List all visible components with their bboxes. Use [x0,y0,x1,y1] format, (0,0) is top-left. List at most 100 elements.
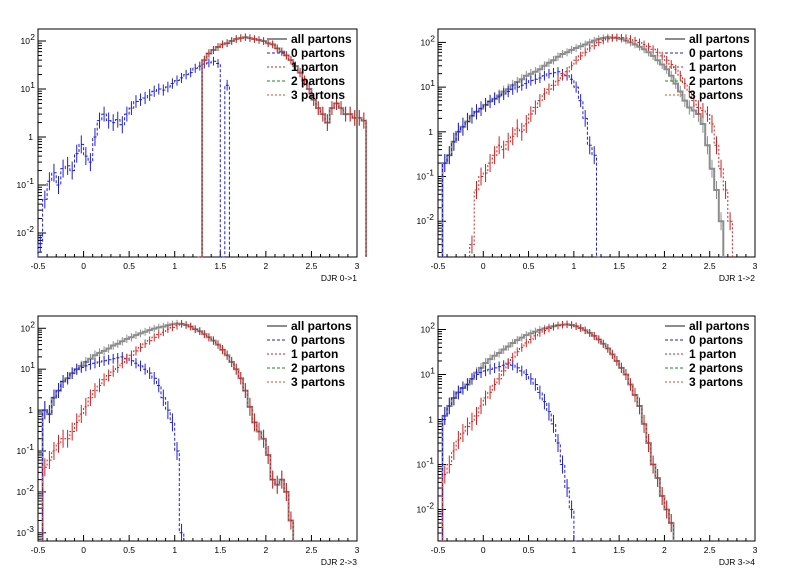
x-tick-label: 3 [355,545,360,555]
series-line-p0 [442,363,579,542]
legend-entry-p2: 2 partons [291,361,345,375]
x-tick-label: 0 [481,261,486,271]
legend-entry-p1: 1 parton [689,60,736,74]
plot-frame [437,315,756,542]
x-tick-label: 0.5 [523,545,535,555]
y-tick-exponent: -2 [26,483,34,493]
series-line-p0 [37,60,230,258]
series-line-p0 [42,356,185,541]
y-tick-label: 10 [17,487,27,497]
x-tick-label: 1 [571,261,576,271]
plot-frame [37,315,358,542]
legend-entry-p0: 0 partons [291,333,345,347]
legend-entry-p2: 2 partons [689,74,743,88]
legend-entry-p3: 3 partons [689,375,743,389]
x-tick-label: -0.5 [31,261,46,271]
x-tick-label: 3 [355,261,360,271]
series-line-p1 [197,36,367,258]
y-tick-exponent: 1 [30,360,35,370]
y-tick-exponent: -1 [426,168,434,178]
y-tick-exponent: -2 [426,212,434,222]
x-tick-label: 2.5 [306,545,318,555]
y-tick-label: 10 [417,216,427,226]
legend-entry-all: all partons [291,32,352,46]
y-tick-exponent: 2 [430,33,435,43]
x-tick-label: -0.5 [31,545,46,555]
legend-entry-p3: 3 partons [689,88,743,102]
x-tick-label: -0.5 [431,545,446,555]
legend-entry-p0: 0 partons [689,333,743,347]
plot-frame [437,28,756,258]
legend-entry-all: all partons [689,32,750,46]
x-tick-label: 2 [662,261,667,271]
x-tick-label: 2 [263,261,268,271]
x-tick-label: 1 [172,261,177,271]
y-tick-exponent: -2 [26,224,34,234]
series-line-all [201,36,368,257]
y-tick-label: 10 [21,36,31,46]
series-line-p1 [442,323,674,541]
series-line-all [441,323,675,541]
y-tick-label: 10 [21,364,31,374]
x-tick-label: 2.5 [704,261,716,271]
y-tick-exponent: -1 [26,442,34,452]
series-line-all [41,322,295,541]
x-tick-label: -0.5 [431,261,446,271]
series-line-p0 [442,71,601,258]
y-tick-label: 10 [421,37,431,47]
x-tick-label: 1.5 [214,545,226,555]
y-tick-exponent: -1 [26,176,34,186]
legend-entry-p2: 2 partons [291,74,345,88]
x-tick-label: 0.5 [123,545,135,555]
x-tick-label: 1.5 [613,545,625,555]
x-tick-label: 0 [481,545,486,555]
y-tick-label: 10 [21,323,31,333]
x-tick-label: 1.5 [613,261,625,271]
x-tick-label: 0.5 [523,261,535,271]
x-tick-label: 2.5 [704,545,716,555]
y-tick-label: 10 [417,505,427,515]
y-tick-label: 10 [421,370,431,380]
y-tick-label: 1 [428,415,433,425]
x-tick-label: 2 [662,545,667,555]
x-axis-label: DJR 2->3 [321,557,357,567]
x-axis-label: DJR 1->2 [719,273,755,283]
y-tick-exponent: 1 [430,78,435,88]
x-tick-label: 3 [753,261,758,271]
y-tick-exponent: 1 [30,80,35,90]
y-tick-label: 10 [17,228,27,238]
y-tick-exponent: 2 [30,32,35,42]
y-tick-exponent: 2 [430,321,435,331]
series-line-p1 [42,323,294,541]
y-tick-exponent: -2 [426,501,434,511]
y-tick-label: 10 [417,460,427,470]
x-tick-label: 1.5 [214,261,226,271]
legend-entry-p0: 0 partons [291,46,345,60]
x-axis-label: DJR 0->1 [321,273,357,283]
y-tick-label: 10 [21,84,31,94]
legend-entry-all: all partons [291,319,352,333]
legend-entry-p0: 0 partons [689,46,743,60]
legend-entry-p2: 2 partons [689,361,743,375]
y-tick-exponent: 1 [430,366,435,376]
x-tick-label: 0.5 [123,261,135,271]
x-tick-label: 2.5 [306,261,318,271]
legend-entry-p1: 1 parton [689,347,736,361]
x-tick-label: 2 [263,545,268,555]
y-tick-exponent: 2 [30,319,35,329]
x-tick-label: 1 [172,545,177,555]
x-tick-label: 1 [571,545,576,555]
y-tick-label: 10 [421,82,431,92]
y-tick-label: 10 [417,172,427,182]
x-tick-label: 0 [81,545,86,555]
legend-entry-p1: 1 parton [291,60,338,74]
legend-entry-p3: 3 partons [291,88,345,102]
y-tick-label: 1 [28,405,33,415]
x-axis-label: DJR 3->4 [719,557,755,567]
y-tick-label: 10 [17,180,27,190]
